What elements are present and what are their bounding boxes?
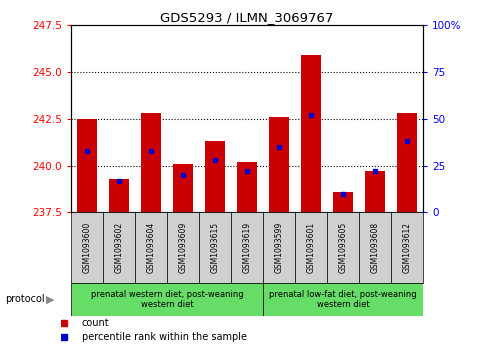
Title: GDS5293 / ILMN_3069767: GDS5293 / ILMN_3069767 (160, 11, 333, 24)
Bar (230, 212, 263, 283)
Text: GSM1093612: GSM1093612 (402, 222, 410, 273)
Text: GSM1093615: GSM1093615 (210, 222, 219, 273)
Text: GSM1093601: GSM1093601 (306, 222, 315, 273)
Bar (396, 113, 417, 212)
Text: prenatal western diet, post-weaning
western diet: prenatal western diet, post-weaning west… (90, 290, 243, 309)
Bar (108, 179, 129, 212)
Bar (364, 171, 385, 212)
Text: GSM1093609: GSM1093609 (178, 222, 187, 273)
Text: protocol: protocol (5, 294, 44, 305)
Text: GSM1093605: GSM1093605 (338, 222, 347, 273)
Bar (390, 212, 422, 283)
Text: percentile rank within the sample: percentile rank within the sample (81, 332, 246, 342)
Bar (263, 212, 294, 283)
Bar (102, 212, 135, 283)
Bar (294, 212, 326, 283)
Bar (358, 212, 390, 283)
Text: GSM1093602: GSM1093602 (114, 222, 123, 273)
Bar (135, 212, 166, 283)
Bar (172, 164, 193, 212)
Bar (71, 283, 263, 316)
Text: GSM1093608: GSM1093608 (370, 222, 379, 273)
Text: GSM1093599: GSM1093599 (274, 222, 283, 273)
Bar (140, 113, 161, 212)
Bar (204, 141, 225, 212)
Text: ▶: ▶ (46, 294, 54, 305)
Text: prenatal low-fat diet, post-weaning
western diet: prenatal low-fat diet, post-weaning west… (268, 290, 416, 309)
Bar (300, 55, 321, 212)
Bar (236, 162, 257, 212)
Bar (166, 212, 199, 283)
Text: GSM1093619: GSM1093619 (242, 222, 251, 273)
Bar (326, 212, 358, 283)
Bar (268, 117, 289, 212)
Bar (332, 192, 353, 212)
Bar (76, 119, 97, 212)
Text: GSM1093604: GSM1093604 (146, 222, 155, 273)
Bar (71, 212, 102, 283)
Bar (263, 283, 422, 316)
Bar (199, 212, 230, 283)
Text: count: count (81, 318, 109, 329)
Text: GSM1093600: GSM1093600 (82, 222, 91, 273)
